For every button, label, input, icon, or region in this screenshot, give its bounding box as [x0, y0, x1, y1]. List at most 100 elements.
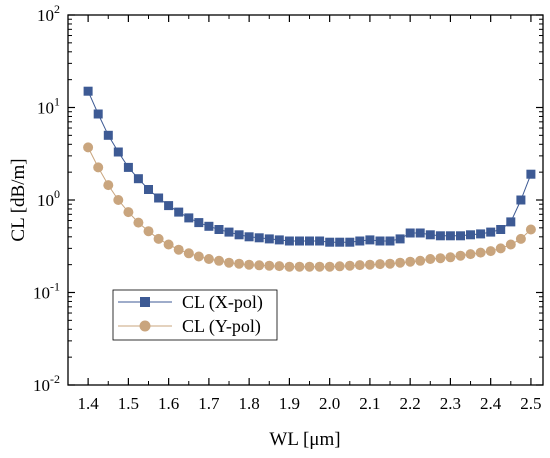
- data-point-y-pol: [133, 217, 144, 228]
- data-point-y-pol: [435, 253, 446, 264]
- data-point-y-pol: [103, 180, 114, 191]
- data-point-y-pol: [334, 261, 345, 272]
- data-point-y-pol: [183, 248, 194, 259]
- y-axis-title: CL [dB/m]: [8, 158, 29, 241]
- y-tick-label: 10-1: [33, 280, 60, 303]
- x-tick-label: 1.4: [78, 394, 100, 413]
- data-point-x-pol: [164, 201, 174, 211]
- data-point-x-pol: [435, 231, 445, 241]
- data-point-y-pol: [465, 249, 476, 260]
- data-point-x-pol: [184, 213, 194, 223]
- data-point-y-pol: [113, 195, 124, 205]
- data-point-y-pol: [254, 260, 265, 271]
- data-point-y-pol: [445, 252, 456, 263]
- series-points: [83, 86, 536, 272]
- data-point-x-pol: [395, 234, 405, 244]
- data-point-y-pol: [324, 261, 335, 272]
- y-tick-base: 10: [37, 191, 54, 210]
- data-point-x-pol: [174, 207, 184, 217]
- legend-label-y-pol: CL (Y-pol): [182, 316, 261, 337]
- data-point-y-pol: [495, 243, 506, 254]
- data-point-y-pol: [455, 250, 466, 261]
- legend-label-x-pol: CL (X-pol): [182, 292, 263, 313]
- data-point-x-pol: [375, 236, 385, 246]
- data-point-x-pol: [516, 195, 526, 205]
- y-tick-label: 101: [37, 95, 60, 118]
- data-point-y-pol: [505, 239, 516, 250]
- data-point-y-pol: [153, 233, 164, 244]
- data-point-x-pol: [123, 162, 133, 172]
- data-point-x-pol: [103, 130, 113, 140]
- y-tick-label: 10-2: [33, 372, 60, 395]
- data-point-x-pol: [224, 227, 234, 237]
- x-axis-title: WL [μm]: [269, 429, 340, 450]
- data-point-x-pol: [234, 230, 244, 240]
- data-point-x-pol: [83, 86, 93, 96]
- data-point-y-pol: [203, 254, 214, 264]
- data-point-x-pol: [425, 230, 435, 240]
- legend-marker-y-pol: [139, 320, 151, 332]
- data-point-y-pol: [385, 258, 395, 269]
- data-point-x-pol: [486, 227, 496, 237]
- data-point-x-pol: [133, 174, 143, 184]
- y-tick-base: 10: [33, 284, 50, 303]
- x-tick-label: 2.5: [520, 394, 541, 413]
- data-point-y-pol: [395, 257, 406, 268]
- data-point-x-pol: [345, 237, 355, 247]
- data-point-x-pol: [194, 218, 204, 228]
- data-point-y-pol: [244, 259, 255, 270]
- x-tick-labels: 1.4 1.5 1.6 1.7 1.8 1.9 2.0 2.1 2.2 2.3 2.4 2.5: [78, 394, 542, 413]
- data-point-y-pol: [344, 260, 355, 271]
- data-point-x-pol: [244, 232, 254, 242]
- data-point-x-pol: [496, 225, 506, 234]
- data-point-x-pol: [385, 236, 395, 246]
- data-point-y-pol: [234, 258, 245, 269]
- data-point-y-pol: [214, 255, 224, 266]
- data-point-x-pol: [144, 185, 153, 194]
- data-point-x-pol: [456, 231, 465, 241]
- data-point-y-pol: [485, 246, 496, 257]
- axis-ticks: [68, 14, 543, 386]
- data-point-y-pol: [264, 260, 275, 271]
- data-point-x-pol: [325, 237, 335, 247]
- data-point-x-pol: [214, 225, 224, 234]
- x-tick-label: 1.5: [118, 394, 139, 413]
- data-point-x-pol: [93, 109, 103, 119]
- data-point-x-pol: [415, 228, 425, 238]
- data-point-x-pol: [355, 236, 365, 246]
- data-point-x-pol: [526, 169, 536, 179]
- y-tick-label: 100: [37, 187, 60, 210]
- data-point-x-pol: [315, 236, 325, 246]
- data-point-x-pol: [274, 235, 284, 245]
- legend-marker-x-pol: [140, 297, 150, 307]
- x-tick-label: 2.2: [400, 394, 421, 413]
- x-tick-label: 1.8: [239, 394, 260, 413]
- y-tick-exponent: 2: [54, 2, 60, 16]
- data-point-x-pol: [365, 235, 375, 245]
- data-point-y-pol: [193, 251, 204, 262]
- y-tick-exponent: -1: [50, 280, 60, 294]
- x-tick-label: 1.6: [158, 394, 179, 413]
- data-point-y-pol: [364, 259, 375, 270]
- data-point-x-pol: [284, 236, 294, 246]
- y-tick-base: 10: [33, 376, 50, 395]
- x-tick-label: 2.4: [480, 394, 502, 413]
- x-tick-label: 2.3: [440, 394, 461, 413]
- data-point-y-pol: [475, 247, 486, 258]
- y-tick-exponent: -2: [50, 372, 60, 386]
- data-point-x-pol: [204, 221, 214, 231]
- data-point-x-pol: [466, 230, 475, 240]
- x-tick-label: 2.1: [359, 394, 380, 413]
- data-point-y-pol: [173, 244, 184, 255]
- y-tick-exponent: 0: [54, 187, 60, 201]
- data-point-y-pol: [123, 207, 134, 218]
- y-tick-base: 10: [37, 6, 54, 25]
- data-point-x-pol: [264, 234, 274, 244]
- data-point-x-pol: [295, 236, 304, 246]
- data-point-y-pol: [294, 261, 305, 272]
- data-point-y-pol: [314, 261, 325, 272]
- data-point-y-pol: [354, 260, 365, 271]
- y-tick-label: 102: [37, 2, 60, 25]
